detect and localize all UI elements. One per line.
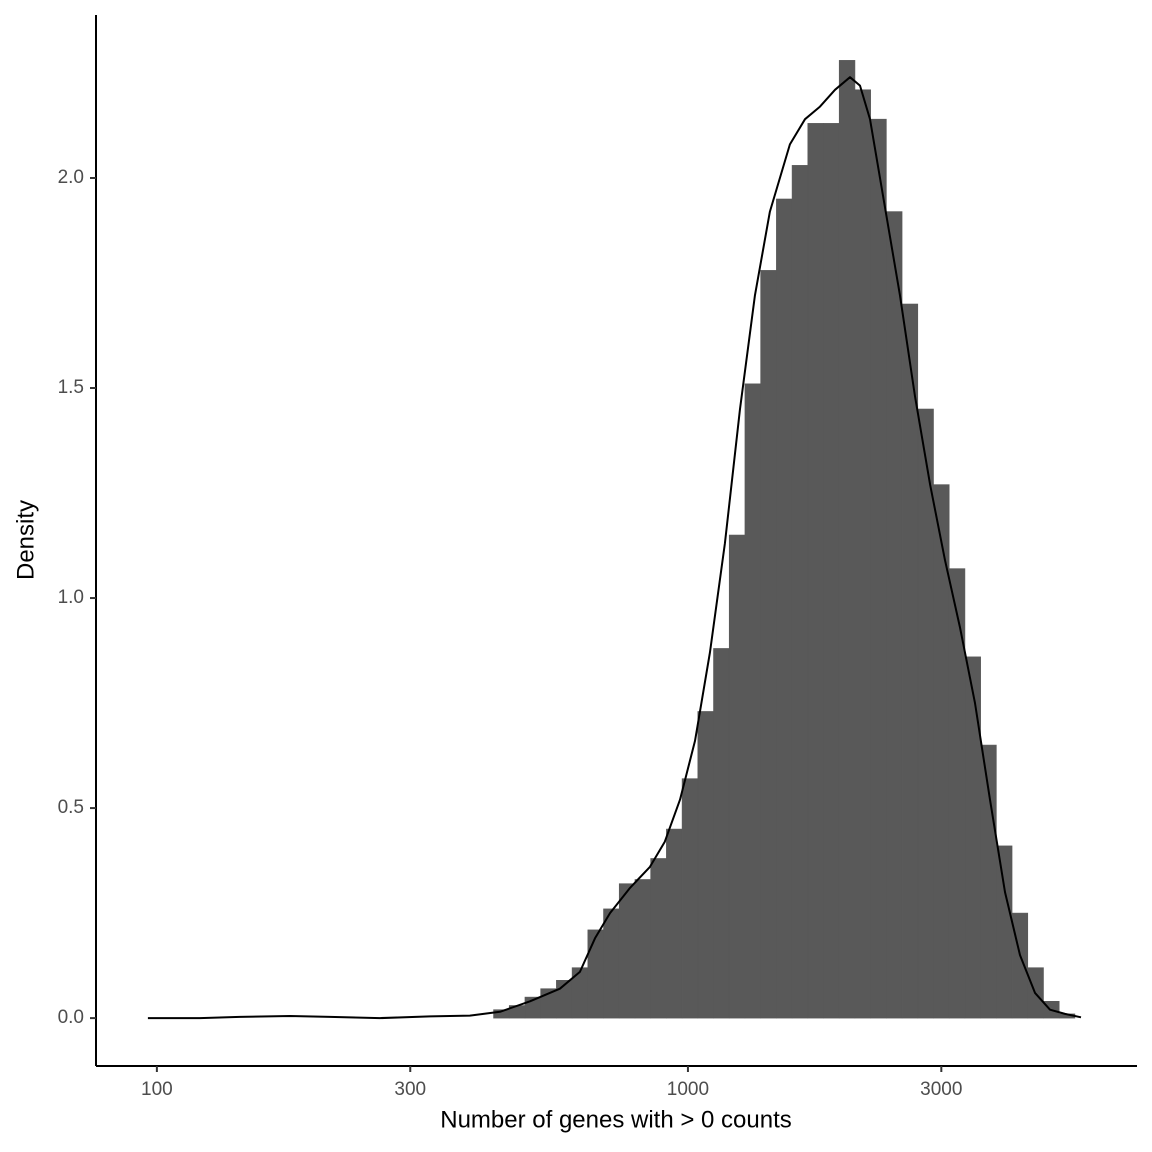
y-tick-label: 1.5 <box>58 377 84 398</box>
bar <box>996 845 1013 1019</box>
y-tick-label: 0.0 <box>58 1007 84 1028</box>
bar <box>713 648 730 1019</box>
bar <box>917 408 934 1019</box>
bar <box>697 711 714 1019</box>
bar <box>603 908 620 1019</box>
bar <box>587 929 604 1019</box>
bar <box>728 534 746 1019</box>
bar <box>634 879 651 1019</box>
bar <box>776 198 793 1019</box>
bar <box>854 89 871 1019</box>
x-tick-label: 1000 <box>667 1079 709 1100</box>
y-tick-label: 2.0 <box>58 167 84 188</box>
bar <box>964 656 981 1019</box>
bar <box>870 118 887 1019</box>
density-line <box>147 76 1082 1020</box>
bar <box>807 123 824 1019</box>
x-tick-label: 3000 <box>920 1079 962 1100</box>
bar <box>618 883 636 1019</box>
bar <box>823 123 840 1019</box>
x-tick-label: 100 <box>141 1079 173 1100</box>
y-tick-label: 0.5 <box>58 797 84 818</box>
bar <box>760 270 777 1019</box>
bar <box>666 828 683 1019</box>
x-axis-title: Number of genes with > 0 counts <box>440 1106 792 1133</box>
bar <box>838 60 856 1019</box>
x-tick-label: 300 <box>394 1079 426 1100</box>
bar <box>744 383 761 1019</box>
bar <box>791 165 809 1019</box>
y-tick-label: 1.0 <box>58 587 84 608</box>
bar <box>901 303 919 1019</box>
bar <box>650 858 667 1019</box>
bar <box>886 211 903 1019</box>
bar <box>681 778 699 1019</box>
y-axis-title: Density <box>12 500 39 580</box>
